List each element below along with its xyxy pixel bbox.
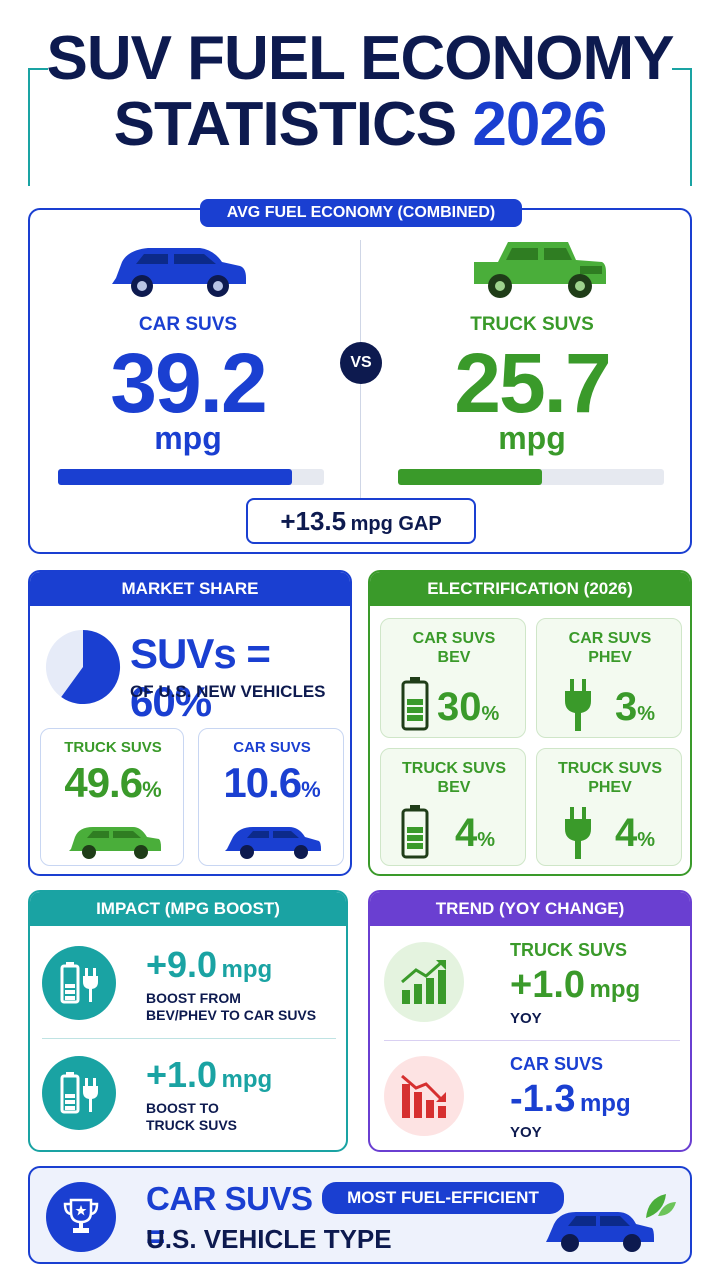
car-suv-bar-track — [58, 469, 324, 485]
trend-card: TREND (YOY CHANGE) TRUCK SUVS +1.0 mpg Y… — [368, 890, 692, 1152]
elec-value: 4% — [615, 811, 656, 855]
trend-header: TREND (YOY CHANGE) — [370, 892, 690, 926]
battery-plug-icon — [60, 1072, 98, 1114]
truck-suv-mpg-value: 25.7 — [454, 336, 612, 430]
car-suv-label: CAR SUVS — [138, 314, 238, 335]
elec-label: TRUCK SUVS BEV — [401, 760, 506, 796]
truck-suv-bar-fill — [398, 469, 542, 485]
impact-header: IMPACT (MPG BOOST) — [30, 892, 346, 926]
leaf-icon — [646, 1194, 676, 1218]
impact-value-1: +9.0 mpg — [146, 944, 273, 985]
elec-truck-phev: TRUCK SUVS PHEV 4% — [536, 748, 682, 866]
battery-icon — [401, 805, 429, 859]
battery-plug-icon — [60, 962, 98, 1004]
trend-car-value: -1.3 mpg — [510, 1078, 631, 1120]
elec-truck-bev: TRUCK SUVS BEV 4% — [380, 748, 526, 866]
truck-suv-mpg-unit: mpg — [498, 420, 566, 456]
impact-icon-circle — [42, 1056, 116, 1130]
footer-line-2: U.S. VEHICLE TYPE — [146, 1224, 392, 1254]
footer-suv-icon — [546, 1212, 654, 1252]
truck-suv-bar-track — [398, 469, 664, 485]
truck-share-label: TRUCK SUVS — [64, 739, 162, 756]
battery-icon — [401, 677, 429, 731]
trend-truck-sub: YOY — [510, 1010, 542, 1027]
car-suv-bar-fill — [58, 469, 293, 485]
car-suv-icon — [112, 248, 246, 297]
car-suv-mpg-value: 39.2 — [110, 336, 268, 430]
elec-label: CAR SUVS BEV — [412, 630, 496, 666]
trend-truck-label: TRUCK SUVS — [510, 940, 628, 960]
market-share-card: MARKET SHARE SUVs = 60% OF U.S. NEW VEHI… — [28, 570, 352, 876]
suv-share-headline: SUVs = 60% — [130, 630, 271, 725]
trend-up-icon-circle — [384, 942, 464, 1022]
footer-badge: MOST FUEL-EFFICIENT — [322, 1182, 564, 1214]
mpg-gap-badge: +13.5 mpg GAP — [246, 498, 476, 544]
impact-card: IMPACT (MPG BOOST) +9.0 mpg BOOST FROM BE… — [28, 890, 348, 1152]
car-share-card: CAR SUVS 10.6% — [198, 728, 344, 866]
truck-share-value: 49.6% — [64, 759, 162, 806]
plug-icon — [565, 807, 591, 859]
elec-label: TRUCK SUVS PHEV — [557, 760, 662, 796]
electrification-header: ELECTRIFICATION (2026) — [370, 572, 690, 606]
trend-truck-value: +1.0 mpg — [510, 964, 641, 1006]
title-year: 2026 — [472, 90, 607, 159]
plug-icon — [565, 679, 591, 731]
elec-value: 4% — [455, 811, 496, 855]
trend-car-label: CAR SUVS — [510, 1054, 604, 1074]
trend-divider — [384, 1040, 680, 1041]
footer-lead: CAR SUVS = — [146, 1180, 313, 1255]
gap-value: +13.5 — [280, 506, 347, 536]
car-share-value: 10.6% — [223, 759, 321, 806]
market-share-header: MARKET SHARE — [30, 572, 350, 606]
elec-value: 3% — [615, 685, 656, 729]
title-bracket-left — [28, 68, 48, 186]
elec-label: CAR SUVS PHEV — [568, 630, 652, 666]
trophy-icon — [63, 1198, 99, 1233]
impact-value-2: +1.0 mpg — [146, 1054, 273, 1095]
electrification-card: ELECTRIFICATION (2026) CAR SUVS BEV 30% C… — [368, 570, 692, 876]
suv-share-sub: OF U.S. NEW VEHICLES — [130, 682, 326, 701]
elec-value: 30% — [437, 685, 500, 729]
market-pie-chart — [45, 629, 121, 705]
trend-car-sub: YOY — [510, 1124, 542, 1141]
impact-divider — [42, 1038, 336, 1039]
elec-car-bev: CAR SUVS BEV 30% — [380, 618, 526, 738]
vs-badge: VS — [340, 342, 382, 384]
trend-up-icon — [401, 960, 446, 1004]
pie-slice-suvs — [61, 629, 121, 705]
gap-unit: mpg GAP — [350, 513, 442, 535]
truck-suv-icon — [474, 242, 606, 298]
impact-icon-circle — [42, 946, 116, 1020]
truck-share-card: TRUCK SUVS 49.6% — [40, 728, 184, 866]
impact-desc-2: BOOST TO TRUCK SUVS — [146, 1100, 238, 1133]
impact-desc-1: BOOST FROM BEV/PHEV TO CAR SUVS — [146, 990, 317, 1023]
elec-car-phev: CAR SUVS PHEV 3% — [536, 618, 682, 738]
blue-suv-icon — [225, 827, 321, 859]
trophy-icon-circle — [46, 1182, 116, 1252]
green-suv-icon — [69, 827, 161, 859]
trend-down-icon-circle — [384, 1056, 464, 1136]
title-bracket-right — [672, 68, 692, 186]
trend-down-icon — [401, 1074, 446, 1118]
title-line-2: STATISTICS 2026 — [113, 90, 608, 159]
car-suv-mpg-unit: mpg — [154, 420, 222, 456]
avg-header-pill: AVG FUEL ECONOMY (COMBINED) — [200, 199, 522, 227]
page-title: SUV FUEL ECONOMY STATISTICS 2026 — [0, 26, 720, 158]
footer-banner: CAR SUVS = MOST FUEL-EFFICIENT U.S. VEHI… — [28, 1166, 692, 1264]
title-line-1: SUV FUEL ECONOMY — [46, 24, 674, 93]
truck-suv-label: TRUCK SUVS — [470, 314, 594, 335]
car-share-label: CAR SUVS — [233, 739, 311, 756]
avg-fuel-economy-card: AVG FUEL ECONOMY (COMBINED) CAR SUVS 39.… — [28, 199, 692, 554]
